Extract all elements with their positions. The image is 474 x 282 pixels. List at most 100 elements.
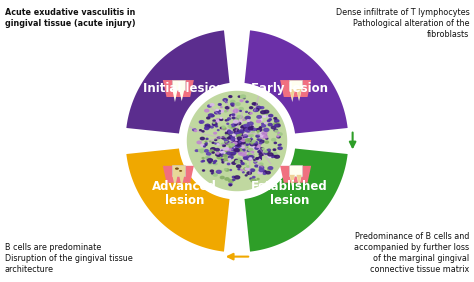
Circle shape: [240, 146, 245, 148]
Circle shape: [241, 127, 243, 128]
Circle shape: [211, 148, 215, 151]
Circle shape: [254, 159, 255, 160]
Circle shape: [274, 118, 277, 119]
Circle shape: [224, 139, 227, 141]
Circle shape: [236, 142, 239, 144]
Circle shape: [200, 122, 201, 123]
Circle shape: [258, 150, 262, 153]
Circle shape: [234, 136, 237, 138]
Circle shape: [218, 130, 219, 131]
Circle shape: [264, 113, 268, 115]
Circle shape: [216, 151, 219, 152]
Circle shape: [225, 141, 229, 143]
Circle shape: [265, 141, 269, 143]
Circle shape: [225, 155, 227, 156]
Circle shape: [215, 139, 217, 140]
Circle shape: [235, 138, 238, 140]
Circle shape: [220, 110, 224, 112]
Circle shape: [266, 171, 270, 174]
Circle shape: [273, 155, 276, 157]
Circle shape: [243, 145, 247, 147]
Circle shape: [217, 156, 222, 159]
Circle shape: [236, 144, 239, 145]
Circle shape: [280, 144, 281, 145]
Circle shape: [232, 142, 237, 145]
Circle shape: [259, 156, 261, 157]
Circle shape: [239, 131, 242, 133]
Circle shape: [238, 136, 242, 139]
Circle shape: [212, 142, 214, 143]
Circle shape: [274, 129, 277, 131]
Circle shape: [255, 147, 259, 150]
Text: Dense infiltrate of T lymphocytes
Pathological alteration of the
fibroblasts: Dense infiltrate of T lymphocytes Pathol…: [336, 8, 469, 39]
Circle shape: [241, 140, 245, 143]
Circle shape: [247, 127, 252, 129]
Circle shape: [242, 149, 245, 151]
Circle shape: [229, 184, 232, 186]
Circle shape: [227, 123, 228, 124]
Circle shape: [237, 144, 240, 146]
Polygon shape: [243, 147, 349, 253]
Circle shape: [277, 136, 279, 137]
Circle shape: [235, 139, 240, 142]
Text: Advanced
lesion: Advanced lesion: [152, 180, 217, 207]
Circle shape: [236, 103, 240, 105]
Circle shape: [239, 139, 242, 141]
Circle shape: [248, 122, 253, 125]
Circle shape: [200, 121, 204, 123]
Polygon shape: [297, 175, 301, 186]
Circle shape: [259, 157, 262, 158]
Circle shape: [247, 125, 249, 127]
Circle shape: [228, 130, 230, 131]
Circle shape: [254, 103, 257, 105]
Circle shape: [239, 130, 244, 133]
Circle shape: [230, 115, 232, 116]
Circle shape: [208, 159, 212, 162]
Circle shape: [225, 169, 229, 171]
Circle shape: [239, 141, 243, 143]
Circle shape: [243, 140, 246, 142]
Circle shape: [250, 178, 253, 180]
Circle shape: [258, 132, 262, 135]
Circle shape: [217, 143, 219, 144]
Circle shape: [244, 135, 247, 137]
Circle shape: [210, 150, 214, 152]
Circle shape: [246, 168, 249, 170]
Circle shape: [222, 153, 226, 155]
Polygon shape: [163, 80, 194, 97]
Circle shape: [220, 151, 225, 154]
Circle shape: [235, 150, 237, 151]
Circle shape: [231, 103, 234, 105]
Circle shape: [222, 128, 226, 130]
Circle shape: [219, 103, 221, 105]
Circle shape: [249, 158, 252, 160]
Circle shape: [256, 135, 259, 137]
Circle shape: [249, 158, 252, 159]
Circle shape: [210, 104, 214, 106]
Circle shape: [258, 119, 262, 121]
Circle shape: [227, 137, 230, 139]
Circle shape: [238, 149, 242, 151]
Circle shape: [249, 153, 252, 154]
Circle shape: [241, 163, 244, 164]
Circle shape: [233, 141, 236, 142]
Circle shape: [268, 167, 272, 170]
Circle shape: [259, 131, 262, 133]
Circle shape: [243, 140, 246, 142]
Circle shape: [264, 151, 268, 153]
Circle shape: [244, 168, 248, 170]
Circle shape: [265, 122, 267, 124]
Circle shape: [239, 152, 242, 154]
Circle shape: [238, 169, 240, 170]
Circle shape: [221, 150, 223, 151]
Circle shape: [215, 112, 219, 114]
Text: Established
lesion: Established lesion: [251, 180, 328, 207]
Circle shape: [237, 115, 242, 118]
Circle shape: [245, 146, 248, 148]
Circle shape: [222, 162, 224, 163]
Circle shape: [246, 158, 250, 160]
Circle shape: [251, 146, 256, 149]
Circle shape: [204, 146, 205, 147]
Circle shape: [229, 96, 232, 98]
Circle shape: [210, 170, 213, 172]
